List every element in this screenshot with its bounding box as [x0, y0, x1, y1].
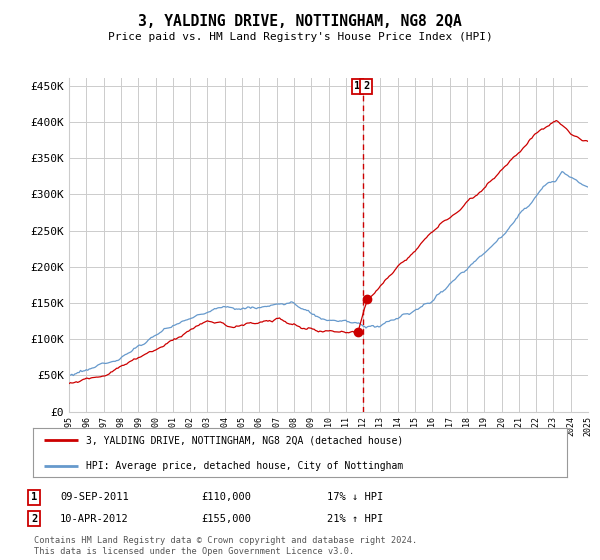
Text: 1: 1 — [354, 81, 361, 91]
Text: HPI: Average price, detached house, City of Nottingham: HPI: Average price, detached house, City… — [86, 461, 404, 472]
Text: £110,000: £110,000 — [201, 492, 251, 502]
Text: Price paid vs. HM Land Registry's House Price Index (HPI): Price paid vs. HM Land Registry's House … — [107, 32, 493, 43]
Text: 17% ↓ HPI: 17% ↓ HPI — [327, 492, 383, 502]
Text: 3, YALDING DRIVE, NOTTINGHAM, NG8 2QA: 3, YALDING DRIVE, NOTTINGHAM, NG8 2QA — [138, 14, 462, 29]
Text: 1: 1 — [31, 492, 37, 502]
Text: 2: 2 — [31, 514, 37, 524]
Text: 2: 2 — [363, 81, 369, 91]
Text: £155,000: £155,000 — [201, 514, 251, 524]
Text: 21% ↑ HPI: 21% ↑ HPI — [327, 514, 383, 524]
Text: 3, YALDING DRIVE, NOTTINGHAM, NG8 2QA (detached house): 3, YALDING DRIVE, NOTTINGHAM, NG8 2QA (d… — [86, 435, 404, 445]
Text: Contains HM Land Registry data © Crown copyright and database right 2024.
This d: Contains HM Land Registry data © Crown c… — [34, 536, 418, 556]
Text: 09-SEP-2011: 09-SEP-2011 — [60, 492, 129, 502]
Text: 10-APR-2012: 10-APR-2012 — [60, 514, 129, 524]
